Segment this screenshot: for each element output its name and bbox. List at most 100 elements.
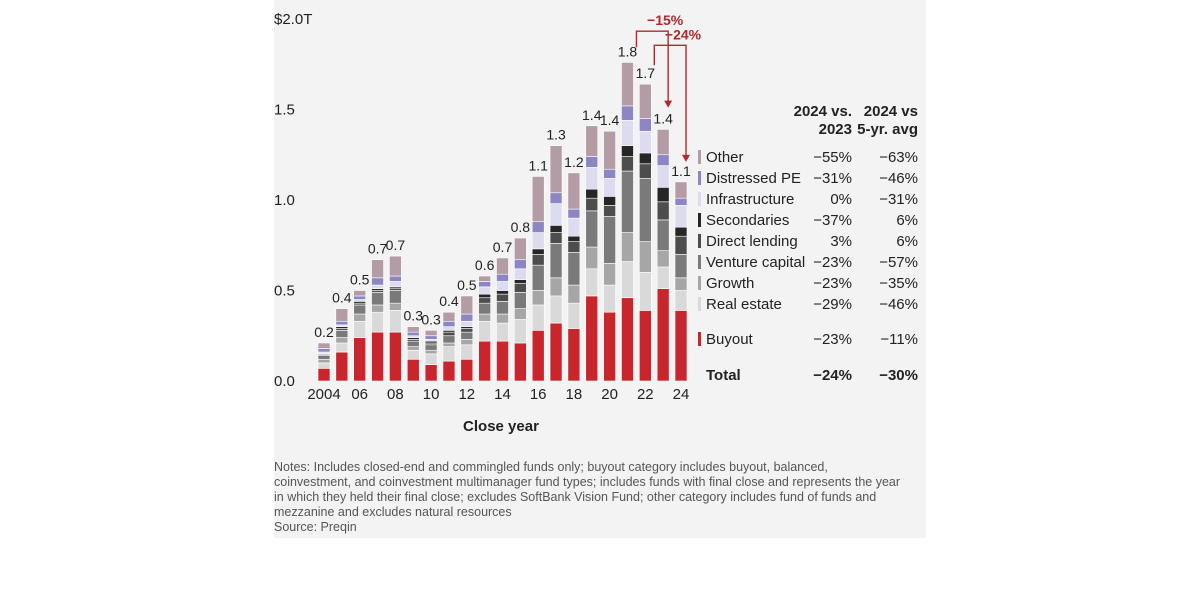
bar-segment-secondaries: [567, 235, 581, 242]
bar-total-label: 0.7: [368, 241, 388, 257]
bar-segment-other: [317, 342, 331, 349]
bar-segment-buyout: [621, 297, 634, 382]
bar-total-label: 1.1: [528, 157, 548, 173]
bar-segment-infrastructure: [585, 167, 599, 190]
bar-segment-venture-capital: [585, 210, 599, 248]
bar-segment-distressed-pe: [389, 275, 402, 282]
change-bracket-line: [653, 44, 687, 160]
y-tick-label: 0.5: [274, 283, 295, 300]
bar-segment-real-estate: [496, 322, 509, 342]
bar-segment-other: [460, 295, 474, 315]
table-value-vs2023: −55%: [813, 149, 852, 166]
bar-segment-distressed-pe: [496, 273, 509, 282]
bar-segment-infrastructure: [621, 120, 634, 147]
bar-segment-buyout: [496, 340, 509, 382]
bar-segment-direct-lending: [674, 235, 688, 255]
bar-segment-direct-lending: [514, 282, 527, 293]
bar-segment-growth: [549, 277, 563, 297]
bar-segment-distressed-pe: [585, 156, 599, 168]
legend-swatch: [698, 297, 701, 311]
bar-segment-infrastructure: [549, 203, 563, 226]
table-value-vs5yr: 6%: [896, 233, 918, 250]
table-total-label: Total: [706, 367, 741, 384]
bar-segment-real-estate: [567, 302, 581, 329]
bar-segment-growth: [531, 290, 545, 306]
bar-segment-real-estate: [638, 272, 652, 311]
bar-segment-direct-lending: [496, 293, 509, 302]
bar-segment-distressed-pe: [549, 192, 563, 204]
bar-segment-direct-lending: [621, 156, 634, 172]
bar-segment-venture-capital: [514, 292, 527, 309]
bar-segment-venture-capital: [496, 301, 509, 315]
bar-segment-distressed-pe: [406, 331, 420, 337]
table-value-vs5yr: −57%: [879, 254, 918, 271]
bar-segment-distressed-pe: [424, 335, 438, 340]
bar-segment-buyout: [406, 358, 420, 382]
bar-segment-real-estate: [371, 311, 384, 333]
x-tick-label: 08: [387, 386, 404, 403]
bar-segment-real-estate: [442, 346, 456, 362]
x-tick-label: 12: [458, 386, 475, 403]
bar-total-label: 0.6: [475, 257, 495, 273]
bar-segment-other: [389, 255, 402, 277]
bar-segment-infrastructure: [389, 281, 402, 288]
bar-segment-venture-capital: [638, 177, 652, 242]
bar-segment-direct-lending: [478, 297, 491, 304]
bar-segment-infrastructure: [442, 326, 456, 331]
bar-segment-other: [638, 83, 652, 119]
x-tick-label: 10: [423, 386, 440, 403]
bar-segment-buyout: [478, 340, 491, 382]
bar-segment-growth: [389, 302, 402, 311]
change-annotation-label: −24%: [665, 26, 702, 42]
bar-segment-distressed-pe: [603, 168, 616, 179]
bar-segment-buyout: [424, 364, 438, 382]
bar-total-label: 0.3: [421, 311, 441, 327]
bar-segment-distressed-pe: [621, 105, 634, 121]
bar-segment-growth: [371, 304, 384, 313]
bar-segment-distressed-pe: [317, 348, 331, 353]
bar-segment-direct-lending: [442, 331, 456, 337]
chart-panel: 0.0 0.5 1.0 1.5 $2.0T 0.2 0.4 0.5 0.7 0.7 0.3 0.3 0.…: [274, 0, 926, 538]
bar-segment-other: [674, 181, 688, 199]
bar-segment-buyout: [531, 330, 545, 382]
bar-segment-secondaries: [585, 188, 599, 199]
stacked-bar-chart: 0.00.51.01.5$2.0T0.20.40.50.70.70.30.30.…: [274, 11, 918, 435]
table-total-vs5yr: −30%: [879, 367, 918, 384]
x-tick-label: 06: [351, 386, 368, 403]
chart-notes: Notes: Includes closed-end and commingle…: [274, 460, 926, 535]
bar-segment-growth: [478, 313, 491, 322]
legend-swatch: [698, 276, 701, 290]
bar-segment-real-estate: [621, 261, 634, 299]
bar-total-label: 0.7: [493, 239, 513, 255]
bar-segment-buyout: [353, 337, 366, 382]
bar-segment-growth: [621, 232, 634, 262]
bar-segment-infrastructure: [567, 217, 581, 237]
table-value-vs2023: −23%: [813, 275, 852, 292]
table-header-line1: 2024 vs: [864, 103, 918, 120]
bar-segment-infrastructure: [531, 232, 545, 250]
table-value-vs5yr: −63%: [879, 149, 918, 166]
bar-segment-buyout: [567, 328, 581, 382]
notes-source: Source: Preqin: [274, 520, 357, 534]
table-value-vs5yr: −11%: [880, 331, 918, 348]
x-tick-label: 18: [566, 386, 583, 403]
bar-segment-other: [567, 172, 581, 210]
bar-total-label: 1.8: [618, 43, 638, 59]
bar-segment-distressed-pe: [531, 221, 545, 233]
table-header-line2: 2023: [819, 121, 852, 138]
bar-segment-distressed-pe: [674, 197, 688, 206]
table-header-line2: 5-yr. avg: [857, 121, 918, 138]
legend-label: Direct lending: [706, 233, 798, 250]
bar-segment-venture-capital: [371, 292, 384, 306]
legend-label: Distressed PE: [706, 170, 801, 187]
bar-segment-real-estate: [406, 349, 420, 360]
bar-segment-real-estate: [389, 310, 402, 333]
bar-segment-real-estate: [424, 353, 438, 366]
bar-segment-other: [406, 326, 420, 333]
bar-segment-venture-capital: [656, 219, 670, 251]
bar-segment-secondaries: [674, 226, 688, 237]
legend-swatch: [698, 150, 701, 164]
bar-segment-infrastructure: [460, 320, 474, 327]
bar-segment-growth: [585, 246, 599, 270]
bar-segment-venture-capital: [478, 302, 491, 315]
